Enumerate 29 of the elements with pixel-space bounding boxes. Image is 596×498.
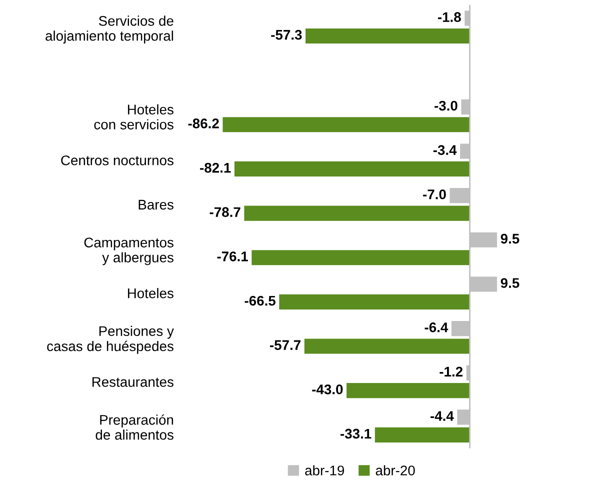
data-label: -3.4 — [433, 145, 457, 155]
data-label: -57.3 — [271, 30, 302, 40]
y-tick-label: Hoteles con servicios — [94, 104, 174, 130]
data-label: -4.4 — [430, 411, 454, 421]
y-tick-label: Pensiones y casas de huéspedes — [47, 326, 174, 354]
data-label: -57.7 — [270, 340, 300, 350]
data-label: -1.8 — [438, 12, 461, 22]
y-tick-label: Centros nocturnos — [61, 155, 174, 166]
data-label: -1.2 — [440, 366, 463, 376]
legend-label: abr-19 — [305, 465, 344, 476]
data-label: -76.1 — [217, 252, 248, 262]
y-tick-label: Bares — [138, 200, 174, 210]
data-label: -7.0 — [423, 189, 446, 200]
y-tick-label: Preparación de alimentos — [96, 414, 174, 440]
y-tick-label: Hoteles — [128, 288, 174, 298]
data-label: -66.5 — [244, 296, 276, 306]
data-label: 9.5 — [500, 278, 520, 288]
data-label: -86.2 — [188, 118, 219, 128]
legend-label: abr-20 — [376, 465, 415, 476]
data-label: -78.7 — [210, 207, 240, 218]
y-tick-label: Servicios de alojamiento temporal — [46, 16, 174, 44]
data-label: -33.1 — [340, 428, 372, 439]
data-label: -82.1 — [200, 162, 231, 173]
data-label: -3.0 — [434, 100, 458, 111]
data-label: -6.4 — [424, 322, 448, 332]
y-tick-label: Restaurantes — [92, 377, 174, 387]
y-tick-label: Campamentos y albergues — [84, 238, 174, 266]
data-label: 9.5 — [500, 234, 520, 244]
data-label: -43.0 — [312, 384, 343, 394]
